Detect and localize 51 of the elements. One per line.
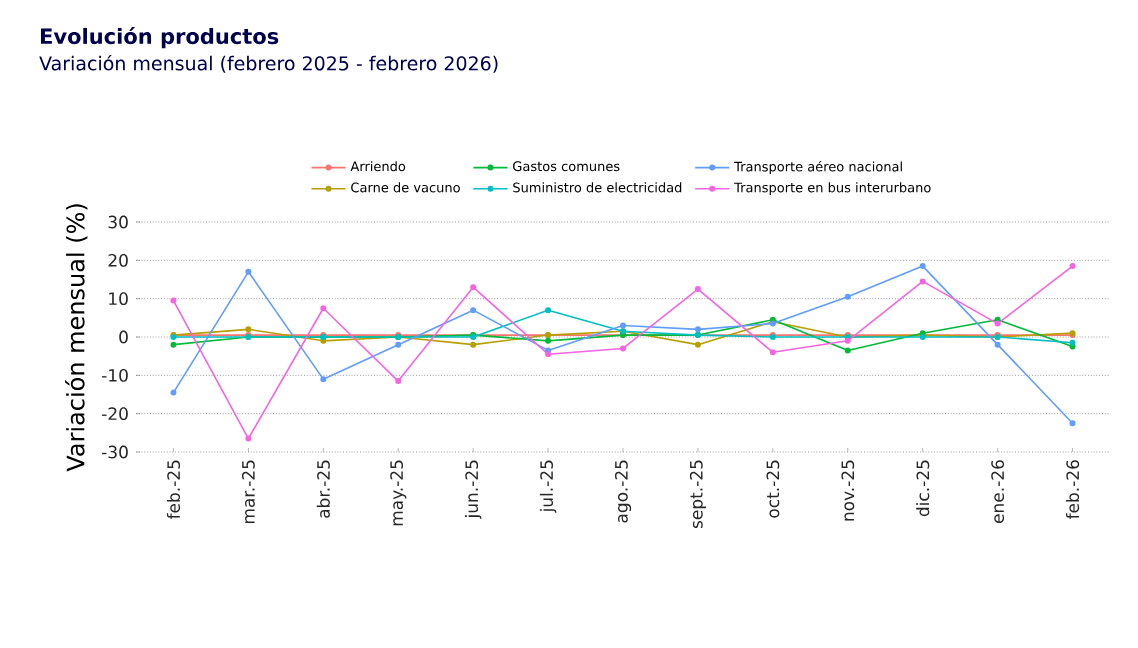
point <box>919 278 926 285</box>
chart-subtitle: Variación mensual (febrero 2025 - febrero 2026) <box>39 55 498 73</box>
point <box>694 286 701 293</box>
point <box>470 307 477 314</box>
x-tick-label: feb.-25 <box>166 460 181 520</box>
point <box>919 263 926 270</box>
point <box>994 341 1001 348</box>
point <box>320 376 327 383</box>
point <box>694 341 701 348</box>
x-tick-label: jul.-25 <box>539 460 557 513</box>
y-tick-label: 30 <box>108 215 128 229</box>
y-tick-label: -20 <box>101 407 128 421</box>
point <box>694 326 701 333</box>
point <box>395 341 402 348</box>
point <box>245 268 252 275</box>
y-tick-label: -10 <box>101 368 128 382</box>
point <box>320 305 327 312</box>
x-tick-label: abr.-25 <box>316 460 330 518</box>
point <box>470 284 477 291</box>
point <box>1069 263 1076 270</box>
point <box>245 435 252 442</box>
x-tick-label: ene.-26 <box>991 460 1005 523</box>
x-tick-label: mar.-25 <box>241 460 255 524</box>
point <box>620 322 627 329</box>
point <box>769 349 776 356</box>
y-tick-label: 20 <box>108 253 128 267</box>
point <box>245 326 252 333</box>
point <box>545 337 552 344</box>
point <box>395 378 402 385</box>
point <box>1069 420 1076 427</box>
point <box>545 307 552 314</box>
x-tick-label: may.-25 <box>390 460 407 526</box>
point <box>470 341 477 348</box>
point <box>170 389 177 396</box>
point <box>844 293 851 300</box>
chart-title: Evolución productos <box>40 27 279 49</box>
y-axis-title: Variación mensual (%) <box>65 204 88 472</box>
point <box>170 297 177 304</box>
point <box>170 341 177 348</box>
point <box>844 347 851 354</box>
x-tick-label: ago.-25 <box>614 460 632 523</box>
y-tick-label: -30 <box>101 445 128 459</box>
y-tick-label: 0 <box>119 330 128 344</box>
x-tick-label: sept.-25 <box>689 460 707 529</box>
x-tick-label: nov.-25 <box>841 460 855 521</box>
x-tick-label: oct.-25 <box>766 460 780 518</box>
x-tick-label: feb.-26 <box>1065 460 1080 520</box>
x-tick-label: jun.-25 <box>464 460 482 519</box>
x-tick-label: dic.-25 <box>916 460 930 517</box>
y-tick-label: 10 <box>109 292 128 306</box>
point <box>620 345 627 352</box>
